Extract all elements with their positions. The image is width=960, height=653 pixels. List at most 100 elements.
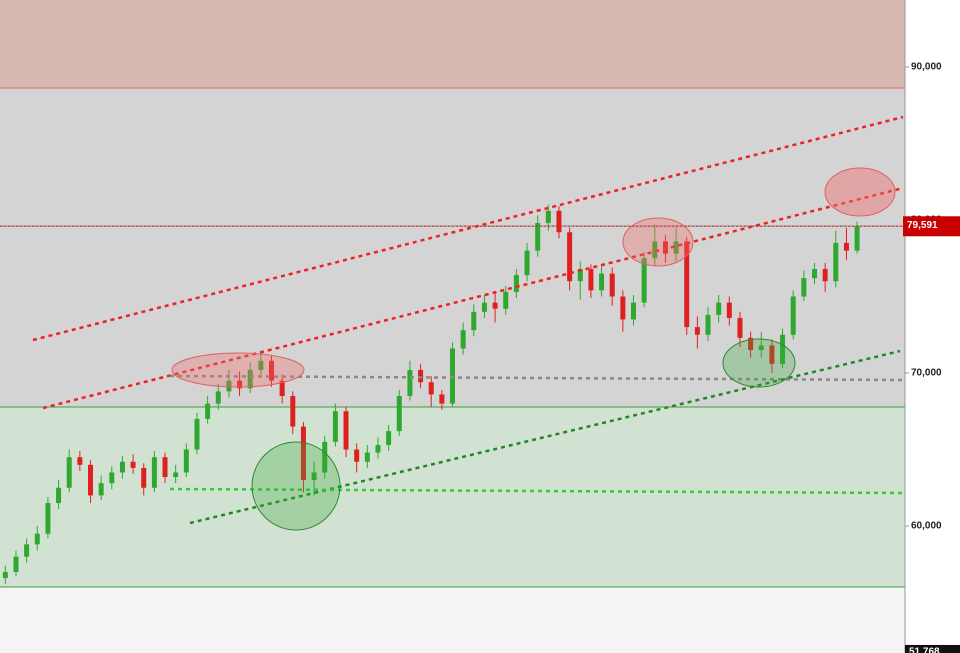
candle-body (620, 296, 626, 320)
candle-body (492, 302, 498, 309)
candle-body (300, 426, 306, 481)
candle-body (98, 483, 104, 496)
candle-body (290, 395, 296, 427)
y-tick-label: 70,000 (911, 368, 942, 379)
candle-body (705, 314, 711, 335)
candle-body (726, 302, 732, 318)
candle-body (460, 330, 466, 349)
candle-body (535, 223, 541, 251)
highlight-ellipse (171, 352, 305, 388)
trendlines (32, 115, 904, 525)
candle-body (396, 395, 402, 432)
candle-body (247, 369, 253, 389)
candle-body (769, 345, 775, 364)
candle-body (577, 268, 583, 282)
trendline (189, 349, 901, 525)
highlight-ellipse (251, 441, 341, 531)
candles (2, 204, 860, 585)
candle-body (758, 345, 764, 351)
trendline (42, 186, 904, 410)
candle-body (141, 467, 147, 488)
candle-body (279, 380, 285, 396)
candle-body (545, 210, 551, 224)
candle-body (322, 441, 328, 473)
candle-body (237, 380, 243, 389)
candle-body (481, 302, 487, 312)
candle-body (716, 302, 722, 315)
candle-body (556, 210, 562, 233)
candle-body (737, 317, 743, 338)
trendline (169, 487, 904, 495)
candle-body (130, 461, 136, 468)
highlight-ellipse (824, 167, 896, 217)
candle-body (780, 334, 786, 364)
candle-body (88, 464, 93, 496)
candle-body (13, 556, 19, 572)
candle-body (364, 452, 370, 462)
candle-body (66, 457, 72, 488)
highlight-ellipse (722, 338, 796, 388)
candle-body (226, 380, 232, 392)
low-marker-label: 51,768 (909, 647, 940, 653)
candle-body (439, 394, 445, 404)
candle-body (45, 503, 51, 534)
candle-body (471, 311, 477, 331)
candle-body (567, 232, 573, 282)
candle-body (151, 457, 157, 488)
trendline (32, 115, 904, 342)
resistance-zone (0, 0, 905, 88)
candle-body (684, 241, 690, 328)
candle-body (631, 302, 636, 320)
low-marker-box (905, 644, 960, 653)
candle-body (354, 449, 360, 462)
candle-body (801, 278, 807, 297)
candle-body (854, 226, 860, 251)
candle-body (56, 487, 62, 504)
candle-body (790, 296, 796, 335)
last-price-box (903, 216, 960, 237)
candle-body (24, 544, 30, 557)
candle-body (343, 411, 349, 450)
candle-body (258, 360, 264, 370)
candle-body (450, 348, 455, 404)
candle-body (641, 258, 647, 303)
candle-body (162, 457, 168, 478)
candle-body (652, 241, 658, 259)
candle-body (34, 533, 40, 545)
candle-body (311, 472, 317, 481)
annotations (171, 167, 896, 531)
candle-body (524, 250, 530, 276)
last-price-label: 79,591 (907, 220, 938, 231)
candle-body (822, 268, 828, 282)
y-tick-label: 60,000 (911, 521, 942, 532)
candle-body (513, 275, 519, 292)
candle-body (215, 391, 221, 404)
candle-body (428, 382, 434, 395)
candle-body (109, 472, 115, 484)
candle-body (332, 411, 338, 442)
candle-body (833, 242, 839, 282)
candle-body (694, 327, 700, 335)
candle-body (609, 273, 615, 297)
candle-body (183, 449, 189, 473)
candle-body (119, 461, 125, 473)
candle-body (588, 268, 594, 291)
y-tick-label: 90,000 (911, 62, 942, 73)
candle-body (375, 444, 381, 453)
candle-body (194, 418, 200, 450)
candle-body (77, 457, 83, 465)
candle-body (503, 291, 509, 309)
candle-body (843, 242, 849, 251)
candle-body (812, 268, 817, 279)
support-zone (0, 407, 905, 587)
candle-body (673, 241, 679, 254)
price-axis (905, 0, 960, 653)
candle-body (205, 403, 211, 419)
candle-body (407, 369, 413, 396)
candle-body (173, 472, 179, 478)
highlight-ellipse (622, 217, 694, 267)
candle-body (2, 571, 8, 579)
candle-body (269, 360, 274, 381)
candle-body (599, 273, 605, 291)
